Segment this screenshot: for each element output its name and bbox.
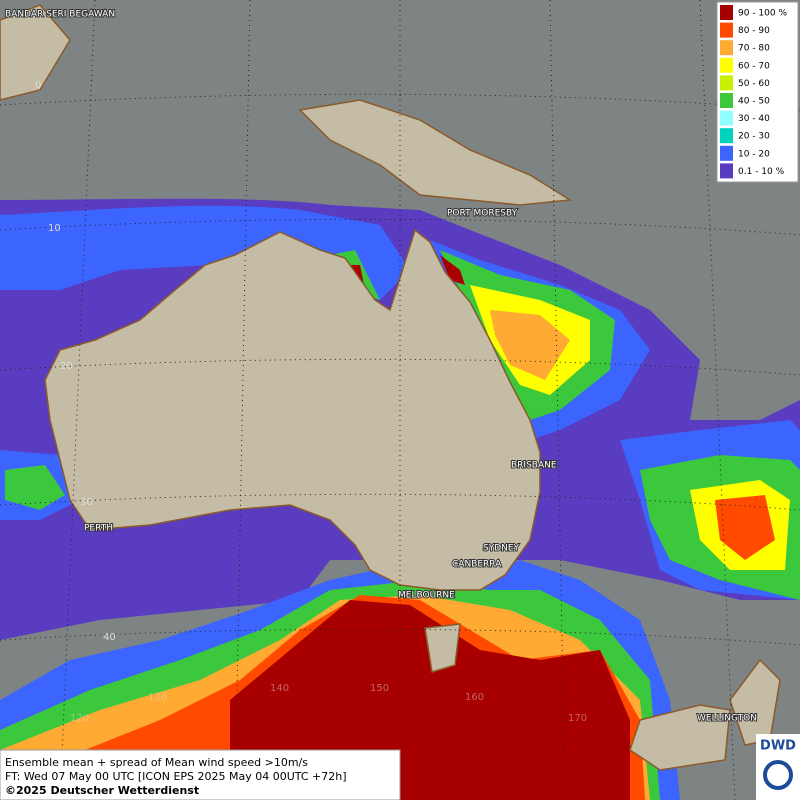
city-label: PERTH [84, 524, 113, 534]
legend-swatch [720, 145, 733, 161]
latitude-label: 10 [48, 223, 61, 234]
longitude-label: 140 [270, 683, 289, 694]
legend-label: 60 - 70 [738, 61, 770, 71]
longitude-label: 130 [148, 692, 167, 703]
legend-swatch [720, 22, 733, 38]
legend-label: 0.1 - 10 % [738, 167, 785, 177]
legend-swatch [720, 128, 733, 144]
latitude-label: 40 [103, 632, 116, 643]
legend-label: 50 - 60 [738, 79, 770, 89]
city-label: MELBOURNE [398, 591, 455, 601]
footer-line: ©2025 Deutscher Wetterdienst [5, 784, 199, 797]
city-label: BRISBANE [511, 461, 557, 471]
logo-swirl [763, 760, 793, 790]
legend-swatch [720, 93, 733, 108]
latitude-label: 20 [60, 361, 73, 372]
longitude-label: 120 [70, 713, 89, 724]
legend-swatch [720, 110, 733, 126]
longitude-label: 170 [568, 713, 587, 724]
city-label: WELLINGTON [697, 714, 757, 724]
logo: DWD [760, 739, 796, 754]
legend-swatch [720, 163, 733, 179]
legend-label: 10 - 20 [738, 149, 770, 159]
footer-box [0, 749, 401, 800]
latitude-label: 0 [35, 80, 41, 91]
longitude-label: 150 [370, 683, 389, 694]
legend-label: 30 - 40 [738, 114, 770, 124]
footer-line: Ensemble mean + spread of Mean wind spee… [5, 756, 308, 769]
city-label: CANBERRA [452, 560, 502, 570]
legend-label: 70 - 80 [738, 44, 770, 54]
city-label: BANDAR SERI BEGAWAN [5, 10, 115, 20]
legend-label: 80 - 90 [738, 26, 770, 36]
legend-swatch [720, 75, 733, 91]
city-label: SYDNEY [483, 544, 520, 554]
city-label: PORT MORESBY [447, 209, 518, 219]
land [0, 4, 781, 771]
legend-swatch [720, 5, 733, 20]
footer-line: FT: Wed 07 May 00 UTC [ICON EPS 2025 May… [5, 770, 347, 783]
latitude-label: 30 [80, 497, 93, 508]
legend-label: 20 - 30 [738, 132, 770, 142]
legend-label: 40 - 50 [738, 97, 770, 107]
legend-label: 90 - 100 % [738, 9, 787, 19]
longitude-label: 160 [465, 692, 484, 703]
legend-swatch [720, 57, 733, 73]
legend-swatch [720, 40, 733, 56]
